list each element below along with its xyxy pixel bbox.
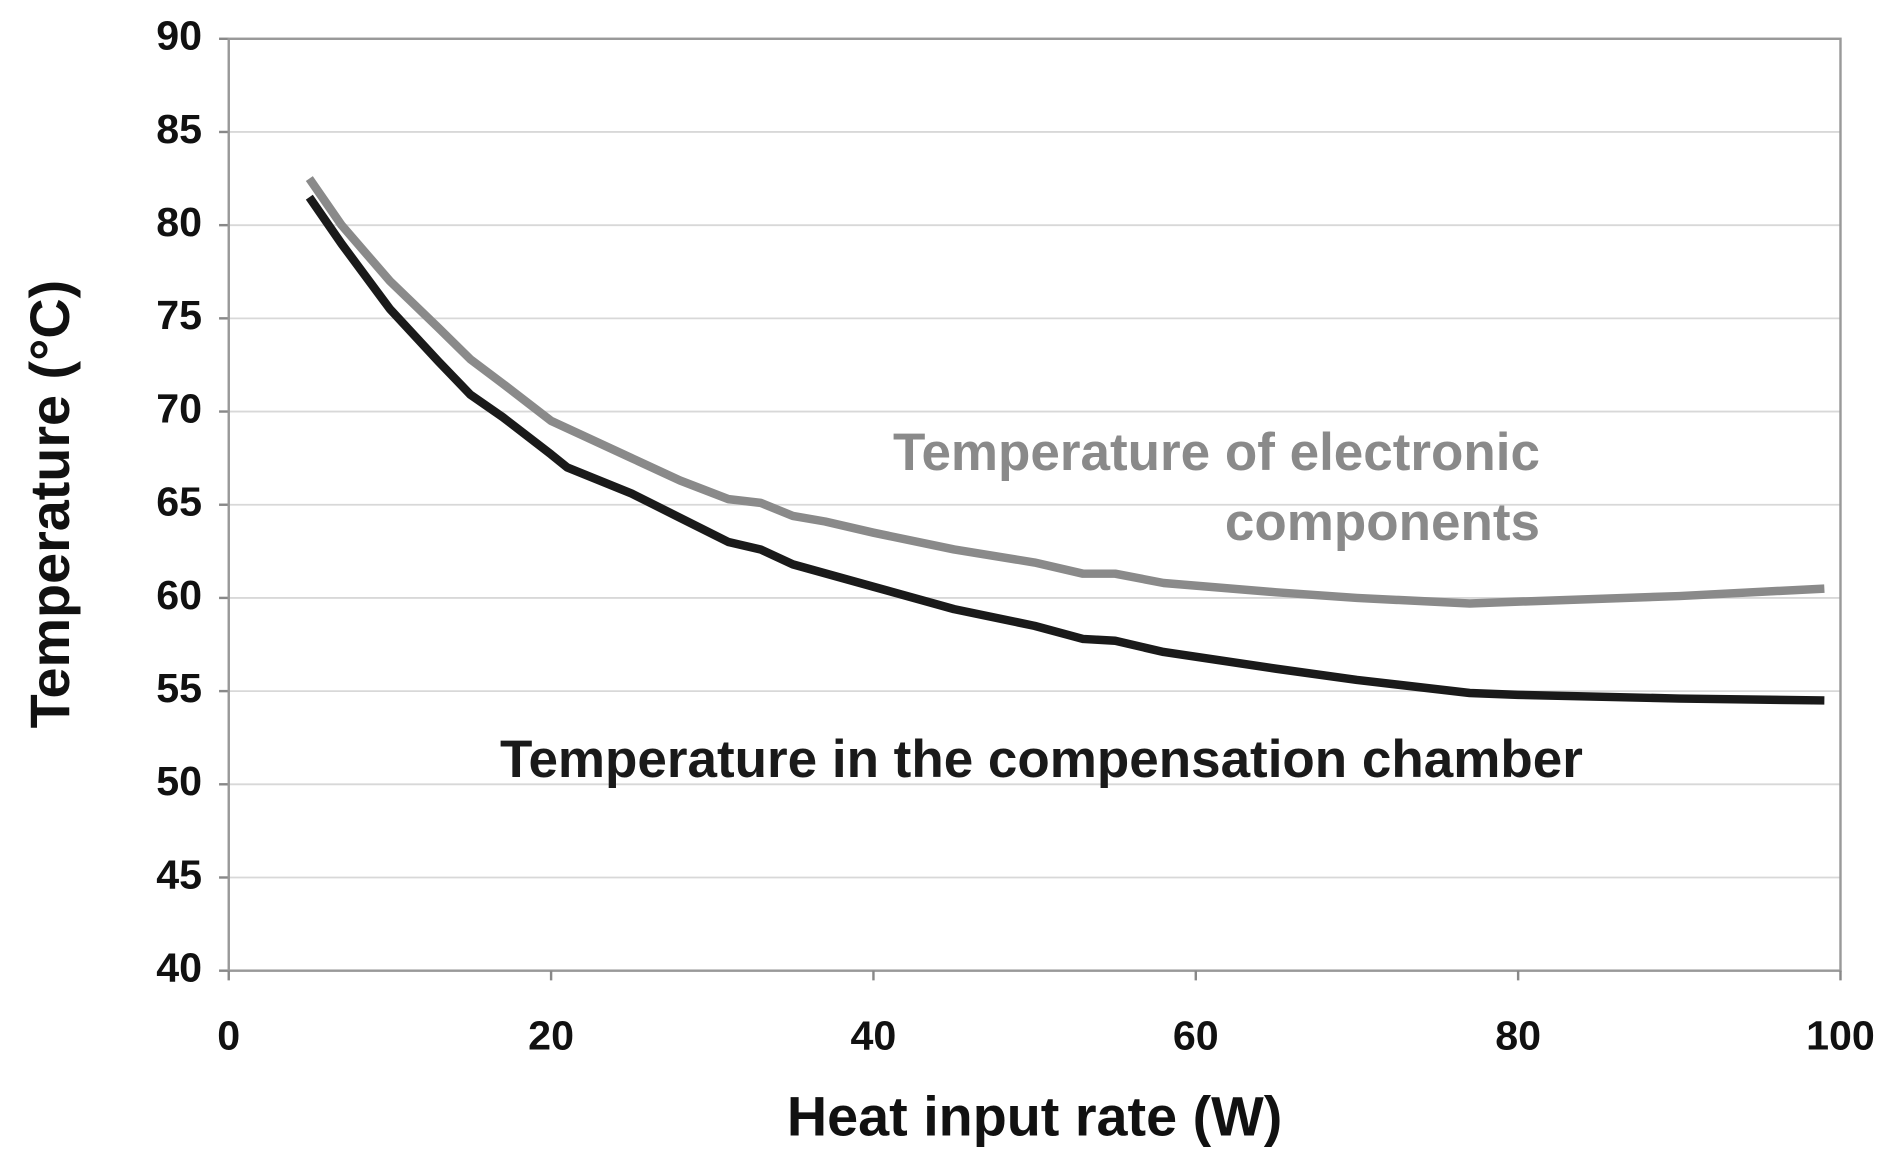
y-tick-label: 50 [156, 758, 202, 804]
y-tick-label: 60 [156, 572, 202, 618]
y-tick-label: 90 [156, 13, 202, 59]
y-axis-label: Temperature (°C) [19, 280, 81, 729]
x-axis-label: Heat input rate (W) [787, 1086, 1282, 1148]
x-tick-label: 40 [851, 1012, 897, 1058]
y-tick-label: 45 [156, 851, 202, 897]
line [305, 194, 1825, 705]
x-tick-label: 100 [1806, 1012, 1875, 1058]
y-tick-label: 40 [156, 945, 202, 991]
y-tick-label: 75 [156, 292, 202, 338]
y-tick-label: 80 [156, 199, 202, 245]
x-tick-label: 60 [1173, 1012, 1219, 1058]
y-tick-label: 55 [156, 665, 202, 711]
y-tick-label: 85 [156, 106, 202, 152]
x-tick-label: 0 [217, 1012, 240, 1058]
x-tick-label: 80 [1495, 1012, 1541, 1058]
y-tick-label: 65 [156, 479, 202, 525]
line [305, 176, 1825, 608]
series-label: Temperature in the compensation chamber [500, 730, 1583, 789]
series-label: Temperature of electronic components [893, 423, 1540, 552]
x-tick-label: 20 [528, 1012, 574, 1058]
plot-frame [227, 37, 1842, 972]
y-tick-label: 70 [156, 385, 202, 431]
